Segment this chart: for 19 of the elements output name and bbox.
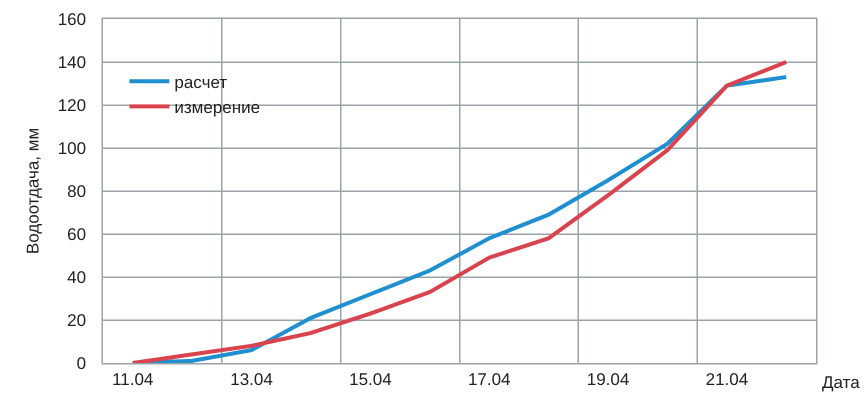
y-tick-label: 60 (67, 224, 86, 244)
y-tick-label: 160 (58, 10, 86, 29)
y-tick-label: 140 (58, 52, 86, 72)
x-tick-label: 11.04 (112, 370, 154, 389)
x-tick-label: 15.04 (349, 370, 392, 389)
x-tick-label: 17.04 (468, 370, 510, 389)
y-tick-label: 80 (67, 182, 86, 201)
legend-label: расчет (174, 72, 228, 92)
x-tick-label: 19.04 (586, 370, 630, 389)
x-axis-title: Дата (822, 373, 860, 392)
x-tick-label: 21.04 (706, 370, 748, 389)
y-tick-label: 100 (58, 138, 86, 158)
y-tick-label: 120 (58, 96, 86, 115)
legend-label: измерение (174, 98, 260, 117)
x-tick-label: 13.04 (230, 370, 273, 389)
y-tick-label: 20 (67, 310, 86, 330)
y-tick-label: 40 (67, 268, 86, 287)
y-tick-label: 0 (76, 354, 86, 373)
y-axis-title: Водоотдача, мм (24, 128, 43, 254)
